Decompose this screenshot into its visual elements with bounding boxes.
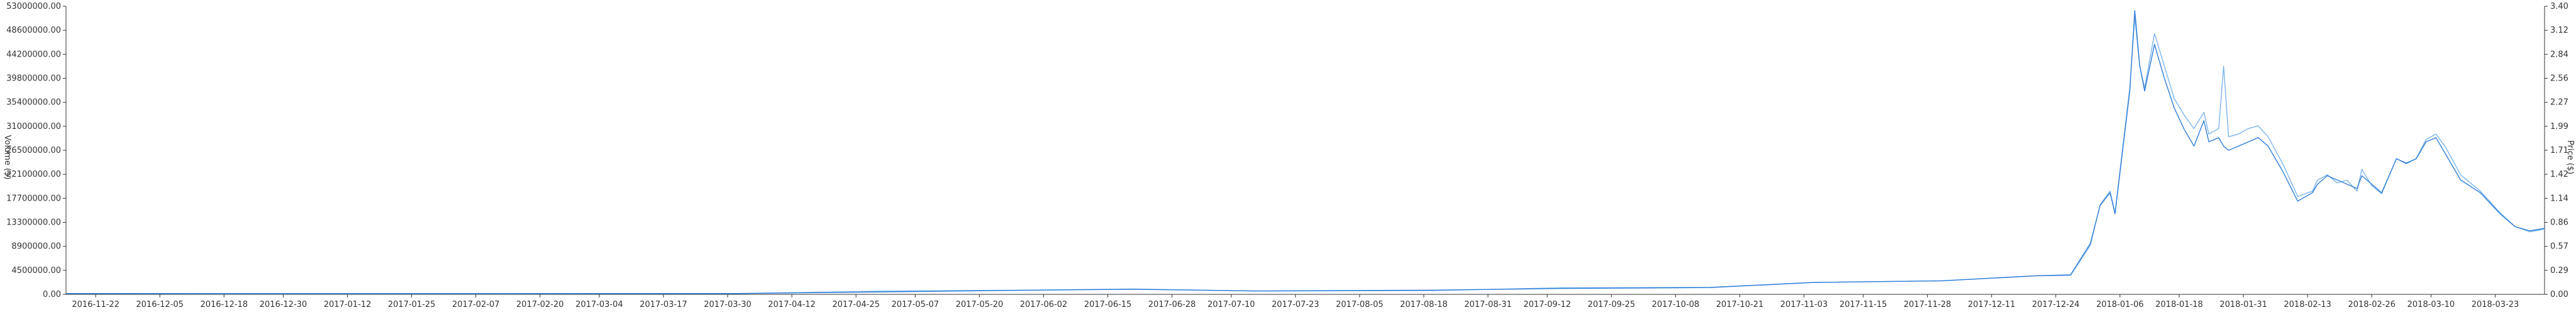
left-y-tick-label: 22100000.00: [6, 170, 61, 179]
x-tick-label: 2018-02-26: [2348, 300, 2396, 309]
left-y-tick-label: 26500000.00: [6, 146, 61, 155]
x-tick-label: 2016-11-22: [72, 300, 119, 309]
left-y-tick-label: 48600000.00: [6, 26, 61, 35]
left-y-tick-label: 0.00: [43, 290, 61, 299]
x-tick-label: 2017-09-25: [1587, 300, 1635, 309]
x-tick-label: 2017-03-17: [640, 300, 687, 309]
x-tick-label: 2017-02-20: [516, 300, 564, 309]
right-y-tick-label: 1.99: [2550, 122, 2568, 131]
x-tick-label: 2017-03-04: [575, 300, 623, 309]
right-y-tick-label: 1.42: [2550, 170, 2568, 179]
right-y-tick-label: 1.71: [2550, 146, 2568, 155]
right-y-tick-label: 2.84: [2550, 50, 2568, 59]
series-lines: [65, 10, 2545, 294]
x-tick-label: 2017-06-28: [1148, 300, 1196, 309]
x-tick-label: 2018-01-06: [2096, 300, 2144, 309]
right-y-tick-label: 1.14: [2550, 194, 2568, 203]
x-tick-label: 2017-04-12: [768, 300, 816, 309]
price-series-line: [66, 10, 2545, 294]
x-tick-label: 2017-04-25: [832, 300, 880, 309]
x-tick-label: 2017-05-20: [956, 300, 1004, 309]
right-y-tick-label: 0.86: [2550, 218, 2568, 228]
x-tick-label: 2017-10-21: [1716, 300, 1764, 309]
x-tick-label: 2017-12-24: [2032, 300, 2080, 309]
left-y-tick-label: 44200000.00: [6, 50, 61, 59]
x-tick-label: 2017-12-11: [1968, 300, 2016, 309]
left-y-axis-ticks: 0.00 4500000.00 8900000.00 13300000.00 17700…: [6, 2, 66, 299]
x-tick-label: 2016-12-30: [260, 300, 308, 309]
x-tick-label: 2018-03-10: [2407, 300, 2455, 309]
left-y-tick-label: 53000000.00: [6, 2, 61, 11]
right-y-tick-label: 2.27: [2550, 98, 2568, 108]
right-y-tick-label: 0.00: [2550, 290, 2568, 299]
x-tick-label: 2018-02-13: [2284, 300, 2331, 309]
x-tick-label: 2017-11-15: [1840, 300, 1887, 309]
x-tick-label: 2017-07-23: [1272, 300, 1319, 309]
axes: [65, 6, 2545, 295]
x-tick-label: 2017-11-03: [1780, 300, 1828, 309]
x-tick-label: 2018-01-18: [2155, 300, 2203, 309]
left-y-tick-label: 13300000.00: [6, 218, 61, 228]
right-y-tick-label: 3.12: [2550, 26, 2568, 35]
x-tick-label: 2017-08-18: [1400, 300, 1448, 309]
right-y-tick-label: 0.29: [2550, 266, 2568, 275]
x-tick-label: 2017-08-31: [1464, 300, 1512, 309]
x-tick-label: 2017-07-10: [1208, 300, 1255, 309]
x-axis-ticks: 2016-11-22 2016-12-05 2016-12-18 2016-12-30…: [72, 294, 2519, 309]
left-y-tick-label: 17700000.00: [6, 194, 61, 203]
left-axis-title: Volume ($): [3, 135, 12, 180]
x-tick-label: 2017-01-12: [324, 300, 372, 309]
x-tick-label: 2018-03-23: [2472, 300, 2519, 309]
x-tick-label: 2017-10-08: [1652, 300, 1700, 309]
x-tick-label: 2017-02-07: [452, 300, 500, 309]
x-tick-label: 2017-06-15: [1084, 300, 1132, 309]
x-tick-label: 2017-03-30: [704, 300, 752, 309]
x-tick-label: 2016-12-18: [200, 300, 248, 309]
left-y-tick-label: 31000000.00: [6, 122, 61, 131]
volume-series-line: [65, 16, 2545, 294]
right-y-tick-label: 0.57: [2550, 242, 2568, 252]
x-tick-label: 2017-05-07: [892, 300, 940, 309]
x-tick-label: 2017-09-12: [1523, 300, 1571, 309]
left-y-tick-label: 39800000.00: [6, 74, 61, 84]
left-y-tick-label: 4500000.00: [11, 266, 61, 275]
x-tick-label: 2018-01-31: [2219, 300, 2267, 309]
x-tick-label: 2017-01-25: [388, 300, 436, 309]
right-y-axis-ticks: 0.00 0.29 0.57 0.86 1.14 1.42 1.71 1.99 2.27 2.56…: [2545, 2, 2568, 299]
x-tick-label: 2017-06-02: [1020, 300, 1068, 309]
x-tick-label: 2017-08-05: [1336, 300, 1384, 309]
right-y-tick-label: 3.40: [2550, 2, 2568, 11]
x-tick-label: 2016-12-05: [136, 300, 184, 309]
right-axis-title: Price ($): [2565, 140, 2575, 174]
left-y-tick-label: 35400000.00: [6, 98, 61, 108]
right-y-tick-label: 2.56: [2550, 74, 2568, 84]
left-y-tick-label: 8900000.00: [11, 242, 61, 252]
x-tick-label: 2017-11-28: [1904, 300, 1951, 309]
